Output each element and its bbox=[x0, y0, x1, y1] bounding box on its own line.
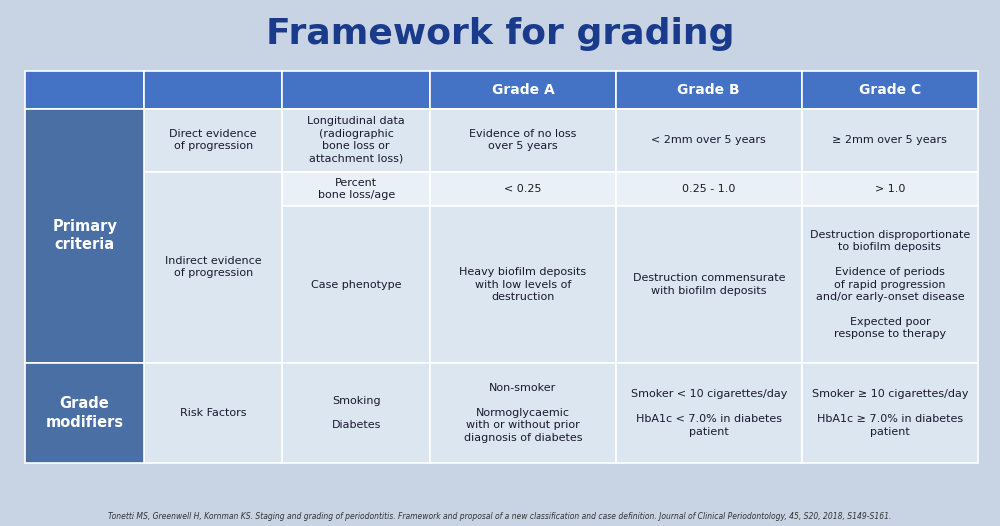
Bar bbox=[430, 71, 616, 108]
Text: Grade
modifiers: Grade modifiers bbox=[46, 396, 124, 430]
Text: Case phenotype: Case phenotype bbox=[311, 280, 401, 290]
Bar bbox=[616, 207, 802, 363]
Text: < 2mm over 5 years: < 2mm over 5 years bbox=[651, 135, 766, 145]
Bar bbox=[282, 171, 430, 207]
Bar bbox=[616, 171, 802, 207]
Text: Smoking

Diabetes: Smoking Diabetes bbox=[331, 396, 381, 430]
Text: Smoker < 10 cigarettes/day

HbA1c < 7.0% in diabetes
patient: Smoker < 10 cigarettes/day HbA1c < 7.0% … bbox=[631, 389, 787, 437]
Bar bbox=[802, 71, 978, 108]
Text: Evidence of no loss
over 5 years: Evidence of no loss over 5 years bbox=[469, 129, 577, 151]
Text: Destruction disproportionate
to biofilm deposits

Evidence of periods
of rapid p: Destruction disproportionate to biofilm … bbox=[810, 230, 970, 339]
Bar bbox=[802, 171, 978, 207]
Bar bbox=[144, 171, 282, 363]
Bar bbox=[25, 71, 144, 108]
Bar bbox=[144, 108, 282, 171]
Text: Primary
criteria: Primary criteria bbox=[52, 219, 117, 252]
Text: Risk Factors: Risk Factors bbox=[180, 408, 246, 418]
Bar bbox=[282, 71, 430, 108]
Text: < 0.25: < 0.25 bbox=[504, 184, 542, 194]
Bar bbox=[25, 363, 144, 463]
Text: ≥ 2mm over 5 years: ≥ 2mm over 5 years bbox=[832, 135, 947, 145]
Text: Destruction commensurate
with biofilm deposits: Destruction commensurate with biofilm de… bbox=[633, 274, 785, 296]
Text: Non-smoker

Normoglycaemic
with or without prior
diagnosis of diabetes: Non-smoker Normoglycaemic with or withou… bbox=[464, 383, 582, 443]
Text: Longitudinal data
(radiographic
bone loss or
attachment loss): Longitudinal data (radiographic bone los… bbox=[307, 116, 405, 164]
Text: Indirect evidence
of progression: Indirect evidence of progression bbox=[165, 256, 262, 278]
Bar bbox=[430, 207, 616, 363]
Text: Grade A: Grade A bbox=[492, 83, 554, 97]
Bar bbox=[282, 207, 430, 363]
Bar bbox=[802, 108, 978, 171]
Bar bbox=[616, 108, 802, 171]
Bar bbox=[802, 207, 978, 363]
Text: > 1.0: > 1.0 bbox=[875, 184, 905, 194]
Bar bbox=[616, 71, 802, 108]
Bar bbox=[616, 363, 802, 463]
Text: Direct evidence
of progression: Direct evidence of progression bbox=[169, 129, 257, 151]
Bar bbox=[282, 108, 430, 171]
Bar bbox=[430, 171, 616, 207]
Text: Percent
bone loss/age: Percent bone loss/age bbox=[318, 178, 395, 200]
Text: Grade B: Grade B bbox=[677, 83, 740, 97]
Bar bbox=[430, 363, 616, 463]
Bar bbox=[144, 71, 282, 108]
Text: Tonetti MS, Greenwell H, Kornman KS. Staging and grading of periodontitis. Frame: Tonetti MS, Greenwell H, Kornman KS. Sta… bbox=[108, 512, 892, 521]
Text: Heavy biofilm deposits
with low levels of
destruction: Heavy biofilm deposits with low levels o… bbox=[459, 267, 587, 302]
Bar bbox=[802, 363, 978, 463]
Text: 0.25 - 1.0: 0.25 - 1.0 bbox=[682, 184, 735, 194]
Bar bbox=[144, 363, 282, 463]
Bar bbox=[282, 363, 430, 463]
Bar bbox=[430, 108, 616, 171]
Text: Smoker ≥ 10 cigarettes/day

HbA1c ≥ 7.0% in diabetes
patient: Smoker ≥ 10 cigarettes/day HbA1c ≥ 7.0% … bbox=[812, 389, 968, 437]
Text: Grade C: Grade C bbox=[859, 83, 921, 97]
Text: Framework for grading: Framework for grading bbox=[266, 17, 734, 51]
Bar bbox=[25, 108, 144, 363]
